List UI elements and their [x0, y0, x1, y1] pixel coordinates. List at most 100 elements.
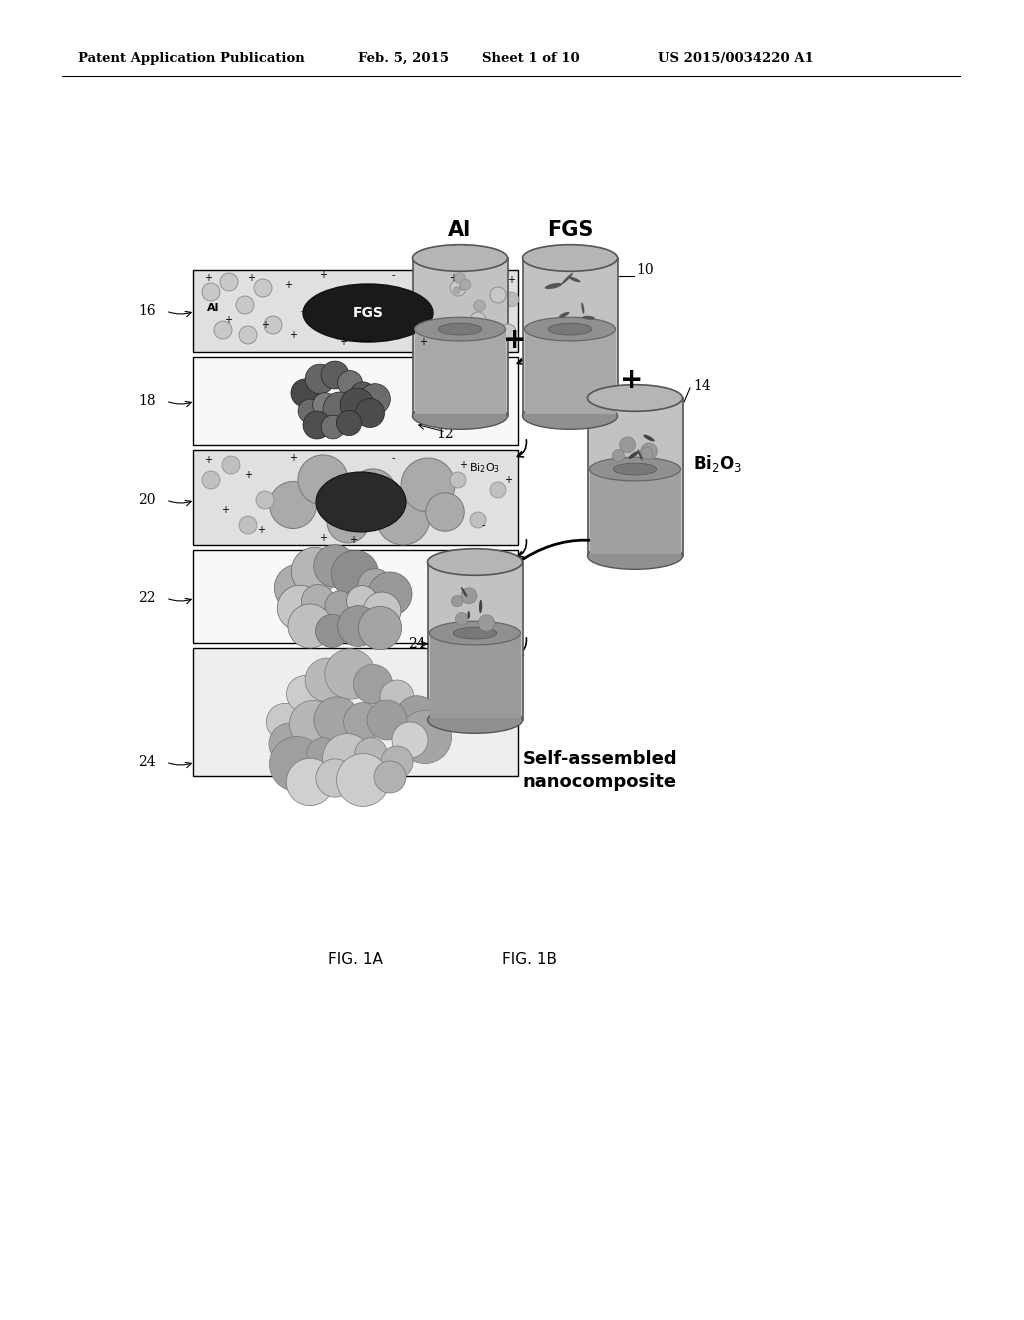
- Text: 14: 14: [693, 379, 711, 393]
- Bar: [193, 648, 518, 776]
- Circle shape: [461, 280, 471, 290]
- Ellipse shape: [413, 244, 508, 272]
- Circle shape: [478, 615, 495, 631]
- Circle shape: [313, 697, 360, 743]
- Ellipse shape: [427, 706, 522, 734]
- Circle shape: [641, 444, 657, 459]
- Ellipse shape: [583, 315, 595, 319]
- Circle shape: [254, 279, 272, 297]
- Circle shape: [474, 285, 482, 293]
- Circle shape: [340, 388, 374, 422]
- Circle shape: [325, 591, 355, 622]
- Text: +: +: [319, 533, 327, 543]
- Text: +: +: [504, 475, 512, 484]
- Text: FIG. 1B: FIG. 1B: [503, 953, 557, 968]
- Ellipse shape: [524, 317, 615, 341]
- Circle shape: [381, 746, 413, 777]
- Text: Al: Al: [449, 220, 472, 240]
- Circle shape: [202, 282, 220, 301]
- Bar: [193, 271, 518, 352]
- Circle shape: [256, 491, 274, 510]
- Text: US 2015/0034220 A1: US 2015/0034220 A1: [658, 51, 814, 65]
- Ellipse shape: [522, 403, 617, 429]
- Text: ...: ...: [299, 305, 307, 314]
- Circle shape: [323, 734, 372, 783]
- Circle shape: [395, 696, 438, 738]
- Circle shape: [456, 612, 468, 626]
- Circle shape: [315, 759, 354, 797]
- Text: FGS: FGS: [547, 220, 593, 240]
- Circle shape: [462, 284, 478, 300]
- Circle shape: [489, 300, 504, 313]
- Circle shape: [288, 605, 332, 648]
- Text: 16: 16: [138, 304, 156, 318]
- Circle shape: [337, 754, 389, 807]
- Ellipse shape: [303, 284, 433, 342]
- Bar: [588, 399, 683, 556]
- Circle shape: [291, 379, 319, 407]
- Text: FIG. 1A: FIG. 1A: [328, 953, 383, 968]
- Circle shape: [346, 586, 378, 616]
- Circle shape: [264, 315, 282, 334]
- Ellipse shape: [415, 317, 506, 341]
- Circle shape: [612, 450, 625, 462]
- Ellipse shape: [588, 384, 683, 412]
- Ellipse shape: [316, 473, 406, 532]
- Circle shape: [359, 384, 390, 414]
- Bar: [524, 331, 615, 414]
- Circle shape: [641, 447, 652, 459]
- Text: 20: 20: [138, 492, 156, 507]
- Circle shape: [236, 296, 254, 314]
- Bar: [522, 257, 617, 416]
- Circle shape: [278, 585, 323, 631]
- Bar: [429, 635, 520, 718]
- Circle shape: [380, 680, 414, 714]
- Circle shape: [269, 737, 325, 792]
- Circle shape: [355, 399, 385, 428]
- Bar: [193, 550, 518, 643]
- Circle shape: [239, 326, 257, 345]
- Circle shape: [307, 738, 339, 771]
- Text: +: +: [507, 275, 515, 285]
- Circle shape: [401, 458, 455, 512]
- Text: 22: 22: [138, 591, 156, 605]
- Text: +: +: [224, 315, 232, 325]
- Circle shape: [338, 371, 362, 396]
- Ellipse shape: [479, 599, 482, 614]
- Circle shape: [220, 273, 238, 290]
- Circle shape: [327, 502, 369, 543]
- Ellipse shape: [643, 434, 654, 441]
- Ellipse shape: [629, 451, 639, 459]
- Text: Al: Al: [207, 304, 219, 313]
- Ellipse shape: [454, 627, 497, 639]
- Circle shape: [331, 550, 379, 598]
- Text: -: -: [391, 453, 394, 463]
- Circle shape: [350, 381, 376, 408]
- Bar: [415, 331, 506, 414]
- Circle shape: [269, 482, 316, 528]
- Circle shape: [455, 273, 465, 284]
- Circle shape: [426, 492, 464, 531]
- Text: Self-assembled
nanocomposite: Self-assembled nanocomposite: [523, 750, 678, 791]
- Text: +: +: [504, 326, 526, 354]
- Ellipse shape: [461, 587, 467, 597]
- Circle shape: [298, 399, 322, 422]
- Circle shape: [358, 606, 401, 649]
- Ellipse shape: [559, 312, 569, 318]
- Circle shape: [374, 760, 407, 793]
- Text: 18: 18: [138, 393, 156, 408]
- Circle shape: [269, 723, 311, 766]
- Ellipse shape: [561, 273, 573, 285]
- Circle shape: [452, 595, 463, 607]
- Ellipse shape: [582, 302, 585, 314]
- Circle shape: [214, 321, 232, 339]
- Circle shape: [287, 676, 324, 713]
- Text: 24: 24: [409, 638, 426, 651]
- Bar: [590, 471, 681, 554]
- Circle shape: [470, 512, 486, 528]
- Ellipse shape: [429, 622, 520, 645]
- Text: +: +: [284, 280, 292, 290]
- Text: +: +: [204, 273, 212, 282]
- Text: +: +: [257, 525, 265, 535]
- Circle shape: [398, 710, 452, 763]
